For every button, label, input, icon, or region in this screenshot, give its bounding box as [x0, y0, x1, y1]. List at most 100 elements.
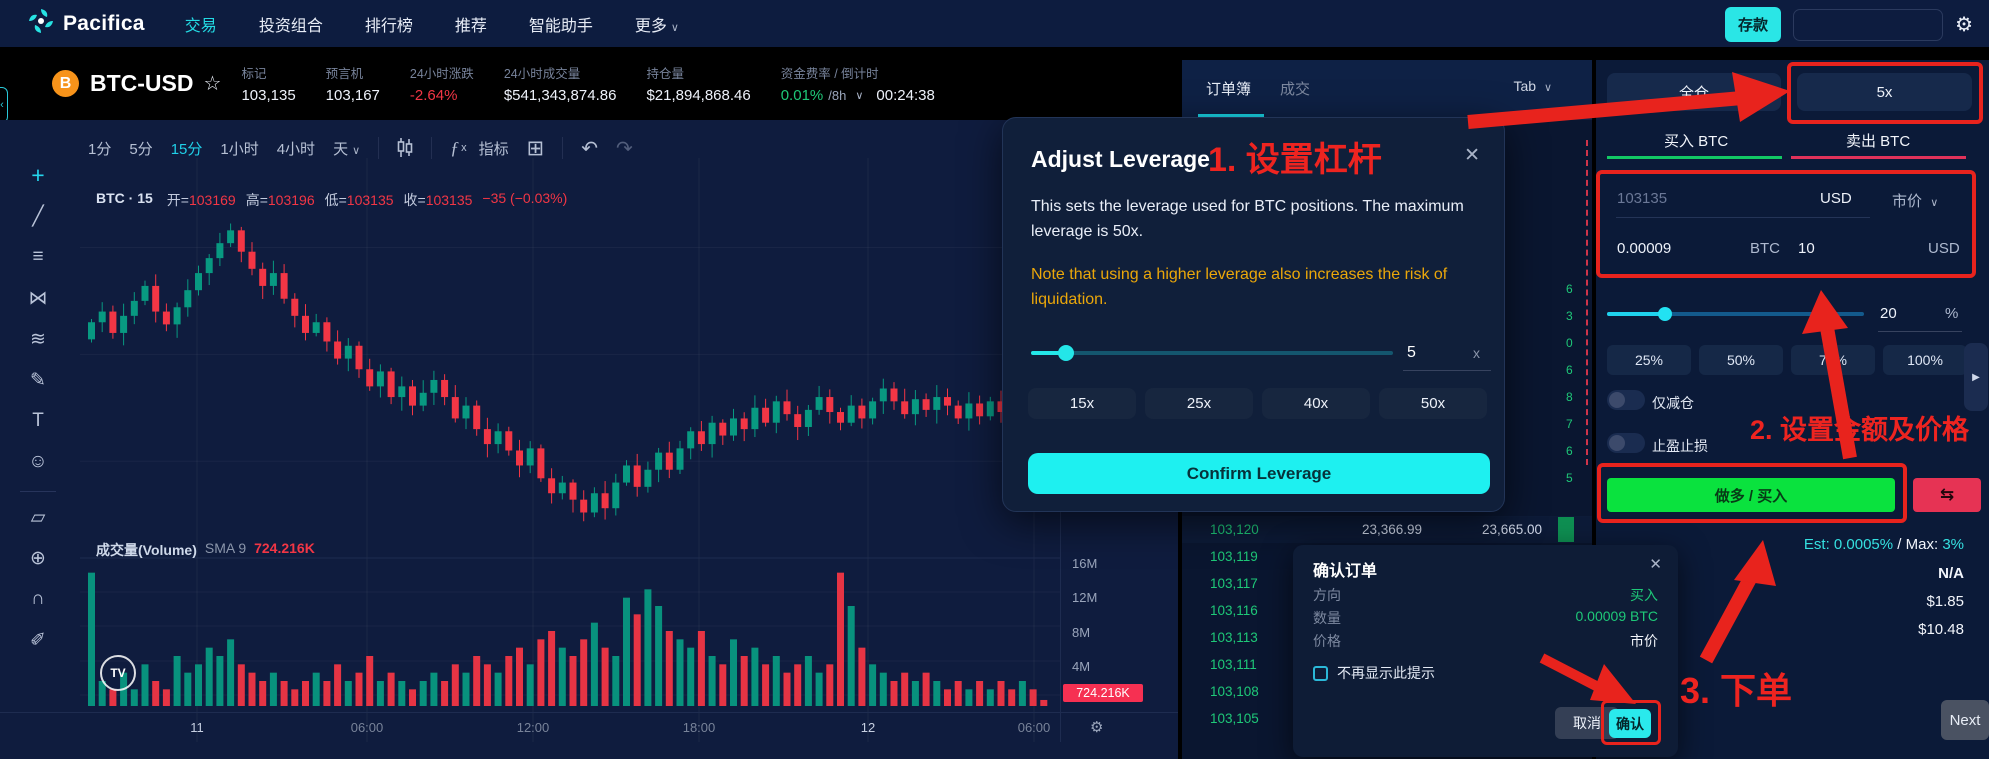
- pair-name[interactable]: BTC-USD: [90, 70, 194, 96]
- nav-item-4[interactable]: 智能助手: [528, 17, 593, 35]
- price-input[interactable]: 103135: [1617, 190, 1668, 207]
- tpsl-toggle[interactable]: [1607, 433, 1645, 453]
- redo-icon[interactable]: ↷: [616, 137, 633, 160]
- layout-grid-icon[interactable]: ⊞: [526, 136, 545, 160]
- projection-icon[interactable]: ≋: [30, 328, 46, 350]
- nav-item-1[interactable]: 投资组合: [258, 17, 323, 35]
- bid-price: 103,108: [1210, 684, 1259, 699]
- settings-gear-icon[interactable]: ⚙: [1955, 14, 1973, 36]
- xabcd-pattern-icon[interactable]: ⋈: [28, 287, 48, 309]
- brush-icon[interactable]: ✎: [30, 369, 46, 391]
- slider-value-underline: [1878, 331, 1962, 332]
- fib-retracement-icon[interactable]: ≡: [32, 246, 44, 267]
- stat-label: 24小时涨跌: [409, 67, 474, 81]
- timeframe-15分[interactable]: 15分: [170, 140, 203, 158]
- text-icon[interactable]: T: [32, 410, 44, 431]
- swap-side-button[interactable]: ⇆: [1913, 478, 1981, 512]
- orderbook-row[interactable]: 103,117: [1182, 570, 1592, 597]
- nav-item-0[interactable]: 交易: [184, 17, 217, 35]
- margin-mode-button[interactable]: 全仓: [1607, 73, 1781, 111]
- axis-settings-icon[interactable]: ⚙: [1090, 719, 1104, 736]
- emoji-icon[interactable]: ☺: [28, 451, 48, 472]
- leverage-preset-15x[interactable]: 15x: [1028, 388, 1136, 419]
- timeframe-1分[interactable]: 1分: [88, 140, 112, 158]
- timeframe-5分[interactable]: 5分: [129, 140, 153, 158]
- indicators-button[interactable]: ƒ x 指标: [450, 137, 509, 158]
- timeframe-天[interactable]: 天 ∨: [333, 140, 361, 158]
- tab-orderbook[interactable]: 订单簿: [1206, 81, 1252, 98]
- annotation-step1: 1. 设置杠杆: [1208, 141, 1382, 179]
- candle-style-icon[interactable]: [397, 138, 413, 158]
- wallet-button[interactable]: [1793, 8, 1944, 41]
- leverage-slider-thumb[interactable]: [1058, 345, 1074, 361]
- tab-trades[interactable]: 成交: [1280, 81, 1311, 98]
- candlestick-chart[interactable]: [80, 158, 1060, 742]
- orderbook-row[interactable]: 103,105: [1182, 705, 1592, 732]
- leverage-preset-25x[interactable]: 25x: [1145, 388, 1253, 419]
- undo-icon[interactable]: ↶: [581, 137, 599, 160]
- leverage-preset-50x[interactable]: 50x: [1379, 388, 1487, 419]
- tab-sell-btc[interactable]: 卖出 BTC: [1846, 133, 1911, 150]
- dialog-close-icon[interactable]: ✕: [1649, 556, 1662, 573]
- confirm-leverage-button[interactable]: Confirm Leverage: [1028, 453, 1490, 494]
- nav-items: 交易 投资组合 排行榜 推荐 智能助手 更多 ∨: [185, 12, 679, 36]
- reduce-only-toggle[interactable]: [1607, 390, 1645, 410]
- nav-item-5[interactable]: 更多 ∨: [634, 17, 679, 35]
- orderbook-row[interactable]: 103,120 23,366.99 23,665.00: [1182, 516, 1592, 543]
- next-button[interactable]: Next: [1941, 700, 1989, 740]
- favorite-star-icon[interactable]: ☆: [203, 73, 222, 95]
- leverage-slider-fill: [1031, 351, 1067, 355]
- dont-show-again-checkbox[interactable]: [1313, 665, 1328, 681]
- depth-bar: [1558, 517, 1574, 542]
- order-type-dropdown[interactable]: 市价 ∨: [1892, 193, 1939, 210]
- deposit-button[interactable]: 存款: [1725, 7, 1782, 42]
- nav-item-3[interactable]: 推荐: [454, 17, 487, 35]
- percent-button-25%[interactable]: 25%: [1607, 345, 1691, 375]
- leverage-preset-40x[interactable]: 40x: [1262, 388, 1370, 419]
- time-axis[interactable]: ⚙ 11 06:00 12:00 18:00 12 06:00: [0, 712, 1178, 742]
- dialog-row-value: 市价: [1630, 633, 1658, 649]
- magnet-icon[interactable]: ∩: [31, 588, 45, 609]
- orderbook-row[interactable]: 103,108: [1182, 678, 1592, 705]
- zoom-icon[interactable]: ⊕: [30, 547, 46, 569]
- buy-long-button[interactable]: 做多 / 买入: [1607, 478, 1895, 512]
- leverage-button[interactable]: 5x: [1797, 73, 1972, 111]
- percent-button-75%[interactable]: 75%: [1791, 345, 1875, 375]
- stat-label: 持仓量: [646, 67, 684, 81]
- bid-price: 103,117: [1210, 576, 1258, 591]
- percent-button-100%[interactable]: 100%: [1883, 345, 1967, 375]
- nav-item-2[interactable]: 排行榜: [364, 17, 413, 35]
- dialog-row-value: 0.00009 BTC: [1575, 608, 1659, 624]
- timeframe-4小时[interactable]: 4小时: [276, 140, 316, 158]
- crosshair-icon[interactable]: +: [31, 161, 45, 188]
- leverage-value-input[interactable]: 5: [1407, 344, 1416, 361]
- tab-buy-btc[interactable]: 买入 BTC: [1664, 133, 1729, 150]
- trendline-icon[interactable]: ╱: [32, 205, 44, 227]
- size-slider-track[interactable]: [1607, 312, 1864, 316]
- brand[interactable]: Pacifica: [28, 8, 145, 39]
- size-slider-thumb[interactable]: [1658, 307, 1672, 321]
- modal-close-icon[interactable]: ✕: [1464, 145, 1480, 166]
- draw-icon[interactable]: ✐: [30, 629, 46, 651]
- confirm-button[interactable]: 确认: [1609, 709, 1651, 738]
- expand-panel-button[interactable]: ▶: [1964, 343, 1988, 411]
- orderbook-row[interactable]: 103,119: [1182, 543, 1592, 570]
- amount-usd-input[interactable]: 10: [1798, 240, 1815, 257]
- amount-btc-input[interactable]: 0.00009: [1617, 240, 1672, 257]
- leverage-unit-label: x: [1473, 345, 1480, 361]
- annotation-step2: 2. 设置金额及价格: [1750, 415, 1970, 445]
- grouping-dropdown[interactable]: Tab ∨: [1513, 78, 1552, 94]
- orderbook-row[interactable]: 103,111: [1182, 651, 1592, 678]
- orderbook-row[interactable]: 103,113: [1182, 624, 1592, 651]
- chart-area: + ╱ ≡ ⋈ ≋ ✎ T ☺ ▱ ⊕ ∩ ✐ 1分 5分 15分 1小时 4小时天 ∨ ƒ x 指标 ⊞ ↶ ↷ BTC …: [0, 120, 1178, 759]
- timeframe-1小时[interactable]: 1小时: [220, 140, 259, 158]
- orderbook-row[interactable]: 103,116: [1182, 597, 1592, 624]
- collapse-handle[interactable]: ‹: [0, 87, 8, 123]
- percent-button-50%[interactable]: 50%: [1699, 345, 1783, 375]
- slider-value[interactable]: 20: [1880, 305, 1897, 322]
- cancel-button[interactable]: 取消: [1555, 707, 1619, 739]
- tradingview-logo[interactable]: TV: [100, 655, 136, 691]
- leverage-slider-track[interactable]: [1031, 351, 1393, 355]
- ruler-icon[interactable]: ▱: [30, 506, 46, 528]
